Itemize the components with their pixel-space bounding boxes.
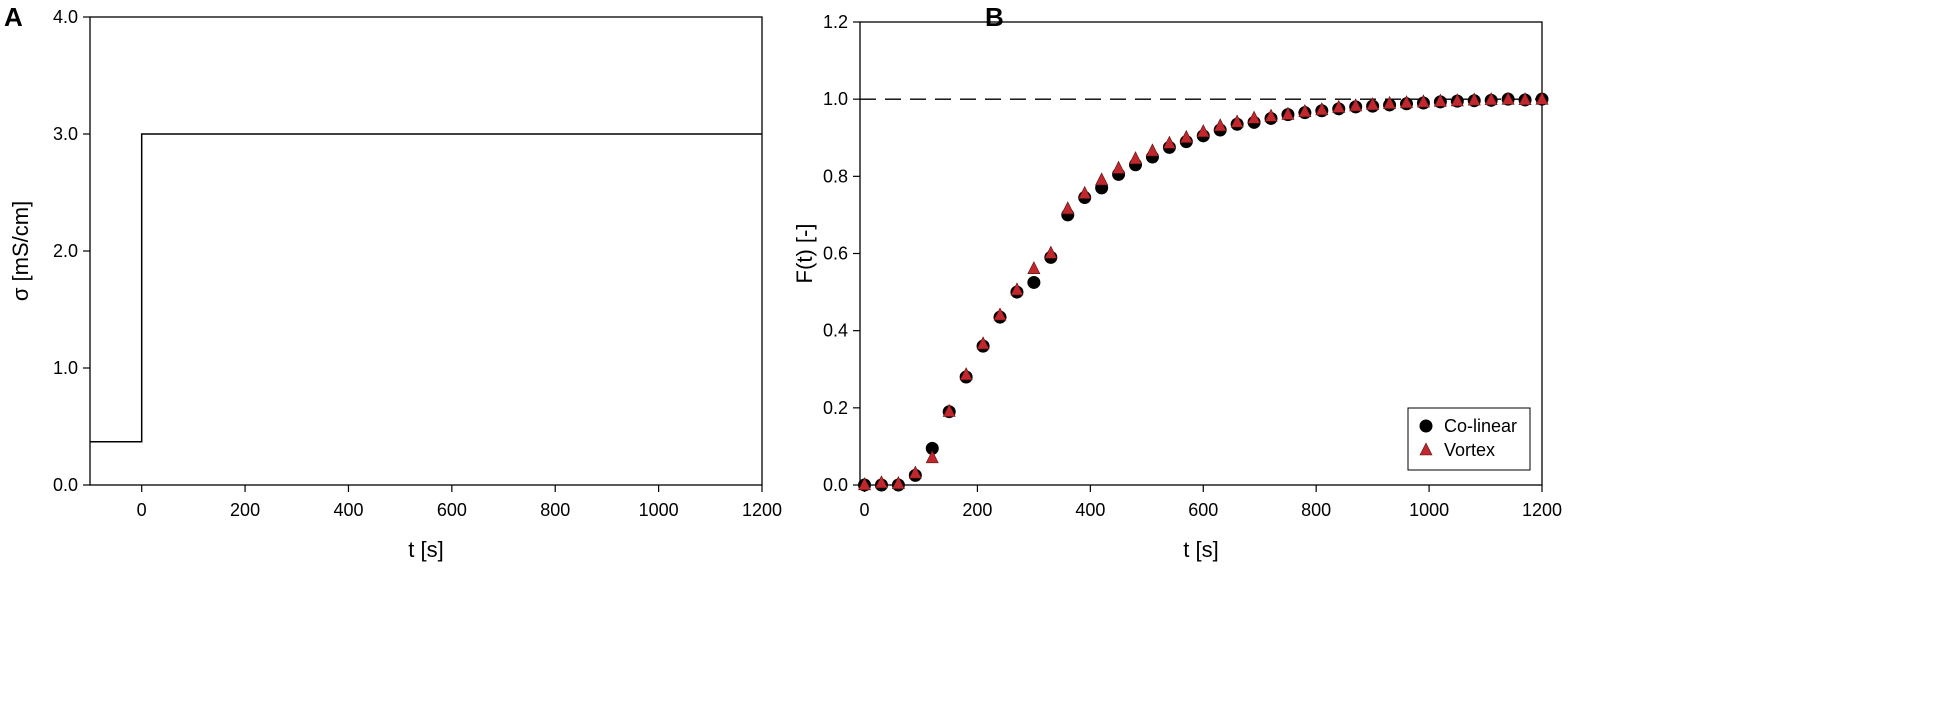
data-point-vortex xyxy=(891,475,905,489)
data-point-vortex xyxy=(976,336,990,350)
x-tick-label-b: 0 xyxy=(860,500,870,520)
data-point-vortex xyxy=(1400,95,1413,109)
data-point-vortex xyxy=(1145,143,1159,157)
data-point-vortex xyxy=(1010,282,1024,296)
x-tick-label-b: 1200 xyxy=(1522,500,1562,520)
data-point-vortex xyxy=(1450,93,1464,107)
x-tick-label-a: 1200 xyxy=(742,500,782,520)
panel-letter-b: B xyxy=(985,2,1004,32)
data-point-vortex xyxy=(1196,124,1210,138)
data-point-vortex xyxy=(942,403,956,417)
legend-marker-vortex xyxy=(1419,442,1433,456)
y-tick-label-a: 3.0 xyxy=(53,124,78,144)
data-point-vortex xyxy=(1162,135,1176,149)
legend-marker-co-linear xyxy=(1419,419,1433,433)
x-tick-label-b: 600 xyxy=(1188,500,1218,520)
y-tick-label-b: 0.4 xyxy=(823,321,848,341)
data-point-vortex xyxy=(1179,129,1193,143)
data-point-vortex xyxy=(1247,110,1261,124)
data-point-vortex xyxy=(1095,172,1109,186)
x-tick-label-b: 800 xyxy=(1301,500,1331,520)
data-point-vortex xyxy=(1112,160,1126,174)
y-axis-label-a: σ [mS/cm] xyxy=(8,201,33,301)
legend-box xyxy=(1407,407,1531,471)
x-tick-label-b: 1000 xyxy=(1409,500,1449,520)
legend-label-vortex: Vortex xyxy=(1444,440,1495,460)
y-tick-label-b: 1.2 xyxy=(823,12,848,32)
x-axis-label-a: t [s] xyxy=(408,537,443,562)
x-tick-label-b: 200 xyxy=(962,500,992,520)
chart-a: 0 200 400 600 800 1000 1200 0.0 1.0 2.0 3.0 4.0 t [s… xyxy=(8,7,782,562)
data-point-vortex xyxy=(1501,91,1515,105)
legend-label-co-linear: Co-linear xyxy=(1444,416,1517,436)
data-point-vortex xyxy=(1383,95,1397,109)
data-point-vortex xyxy=(1535,91,1549,105)
data-point-vortex xyxy=(1264,108,1278,122)
data-point-co-linear xyxy=(1027,275,1041,289)
x-tick-label-a: 1000 xyxy=(639,500,679,520)
y-tick-label-a: 0.0 xyxy=(53,475,78,495)
y-tick-label-b: 0.0 xyxy=(823,475,848,495)
x-tick-label-a: 200 xyxy=(230,500,260,520)
x-tick-label-a: 600 xyxy=(437,500,467,520)
data-point-vortex xyxy=(1349,98,1363,112)
data-point-vortex xyxy=(1416,94,1430,108)
data-point-vortex xyxy=(1332,99,1346,113)
data-point-vortex xyxy=(1518,92,1532,106)
y-tick-label-a: 1.0 xyxy=(53,358,78,378)
data-point-vortex xyxy=(1061,201,1075,215)
x-tick-label-a: 800 xyxy=(540,500,570,520)
data-point-vortex xyxy=(908,465,922,479)
plot-frame-a xyxy=(89,16,763,486)
y-tick-label-a: 4.0 xyxy=(53,7,78,27)
y-tick-label-b: 0.2 xyxy=(823,398,848,418)
y-axis-label-b: F(t) [-] xyxy=(792,224,817,284)
data-point-vortex xyxy=(959,367,973,381)
y-tick-label-b: 1.0 xyxy=(823,89,848,109)
data-point-vortex xyxy=(1467,92,1481,106)
data-point-vortex xyxy=(1366,97,1380,111)
data-point-vortex xyxy=(1213,118,1227,132)
data-point-vortex xyxy=(1433,93,1447,107)
step-line-a xyxy=(90,133,762,443)
x-tick-label-b: 400 xyxy=(1075,500,1105,520)
data-point-co-linear xyxy=(925,441,939,455)
y-tick-label-b: 0.8 xyxy=(823,166,848,186)
data-point-vortex xyxy=(1484,92,1498,106)
data-point-vortex xyxy=(993,307,1007,321)
chart-b: 0 200 400 600 800 1000 1200 0.0 0.2 0.4 0.6 0.8 1.0 1… xyxy=(792,12,1562,562)
y-tick-label-a: 2.0 xyxy=(53,241,78,261)
data-point-vortex xyxy=(1315,102,1329,116)
y-tick-label-b: 0.6 xyxy=(823,244,848,264)
x-axis-label-b: t [s] xyxy=(1183,537,1218,562)
data-point-vortex xyxy=(1129,151,1142,165)
panel-letter-a: A xyxy=(4,2,23,32)
data-point-vortex xyxy=(1027,261,1041,275)
x-tick-label-a: 0 xyxy=(137,500,147,520)
data-point-vortex xyxy=(1230,114,1244,128)
data-point-vortex xyxy=(925,450,939,464)
data-point-vortex xyxy=(1281,106,1295,120)
data-point-vortex xyxy=(1298,104,1312,117)
data-point-vortex xyxy=(1044,245,1058,259)
data-point-vortex xyxy=(874,475,888,489)
data-point-vortex xyxy=(858,477,872,491)
data-point-vortex xyxy=(1078,185,1092,199)
x-tick-label-a: 400 xyxy=(333,500,363,520)
